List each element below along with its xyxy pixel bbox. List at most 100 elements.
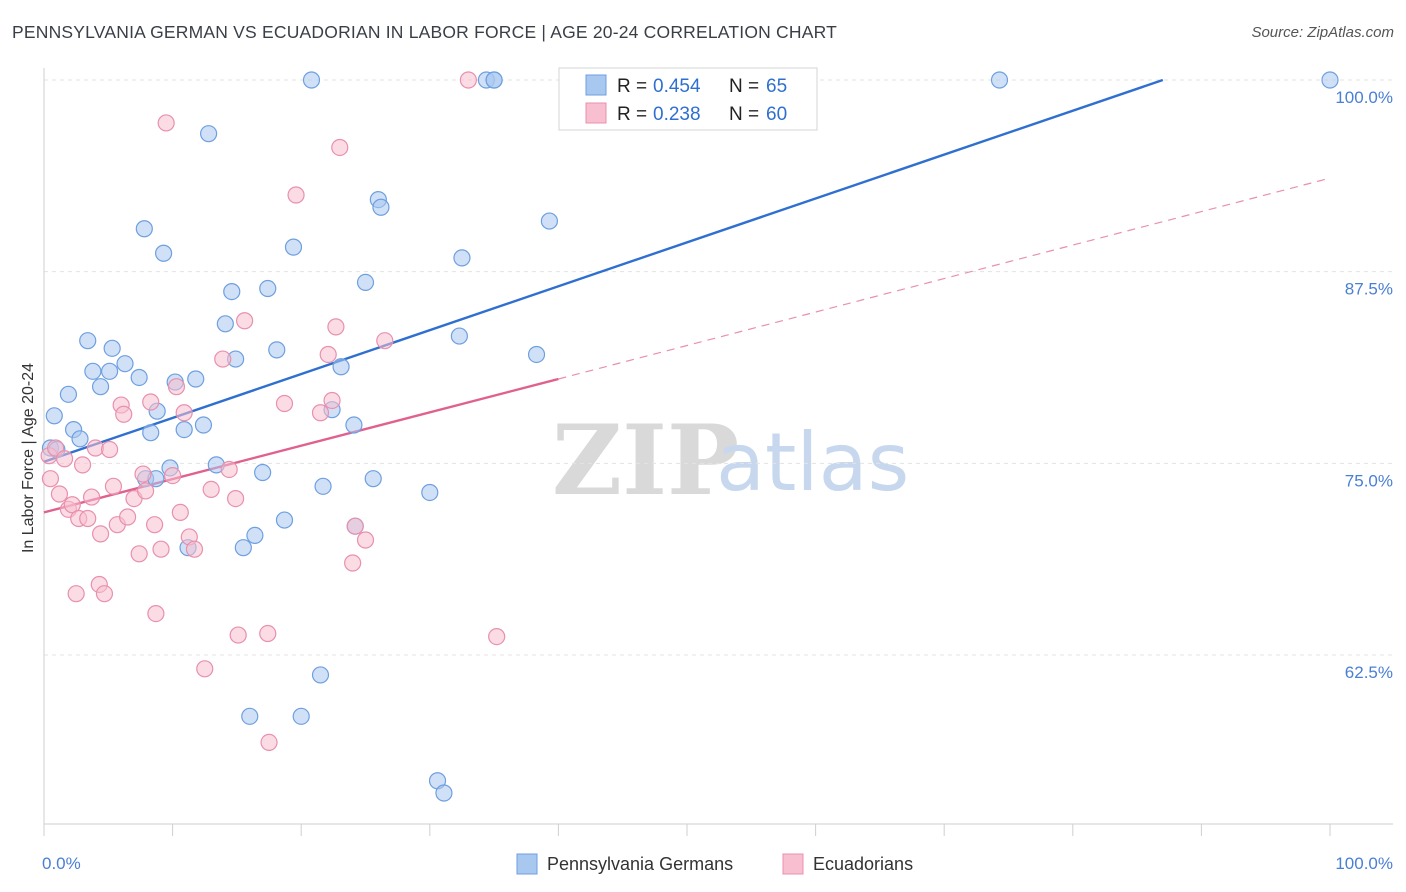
point-ecuadorians xyxy=(319,345,337,364)
x-tick-label-max: 100.0% xyxy=(1335,854,1393,873)
trend-line-ecuadorians xyxy=(43,377,559,514)
point-pennsylvania-germans xyxy=(540,212,558,230)
bottom-legend-swatch-pennsylvania-germans xyxy=(516,853,538,875)
trend-line-ecuadorians-extension xyxy=(558,177,1331,380)
point-ecuadorians xyxy=(115,405,133,423)
point-pennsylvania-germans xyxy=(268,341,286,359)
data-points xyxy=(40,71,1339,802)
point-pennsylvania-germans xyxy=(45,407,63,425)
y-tick-label: 100.0% xyxy=(1335,88,1393,107)
point-pennsylvania-germans xyxy=(364,470,382,488)
trend-line-pennsylvania-germans xyxy=(43,78,1164,463)
point-ecuadorians xyxy=(118,508,137,526)
point-ecuadorians xyxy=(55,450,74,468)
legend-swatch-pennsylvania-germans xyxy=(585,74,607,96)
point-pennsylvania-germans xyxy=(91,378,110,396)
point-pennsylvania-germans xyxy=(450,327,468,345)
y-axis-title: In Labor Force | Age 20-24 xyxy=(20,363,37,553)
point-ecuadorians xyxy=(229,626,247,644)
point-ecuadorians xyxy=(459,71,477,89)
legend: R = 0.454 N = 65 R = 0.238 N = 60 xyxy=(558,67,818,131)
point-ecuadorians xyxy=(100,440,119,459)
point-pennsylvania-germans xyxy=(142,424,160,442)
trend-lines xyxy=(43,78,1331,514)
point-pennsylvania-germans xyxy=(200,125,218,143)
point-ecuadorians xyxy=(356,531,375,549)
point-ecuadorians xyxy=(488,627,506,646)
point-pennsylvania-germans xyxy=(100,362,119,380)
point-ecuadorians xyxy=(142,393,160,411)
point-ecuadorians xyxy=(175,404,193,422)
point-pennsylvania-germans xyxy=(453,249,471,267)
legend-r-value-1: 0.454 xyxy=(653,76,701,97)
point-ecuadorians xyxy=(327,318,345,336)
point-pennsylvania-germans xyxy=(246,526,264,545)
point-ecuadorians xyxy=(167,378,186,396)
point-pennsylvania-germans xyxy=(435,784,453,802)
point-ecuadorians xyxy=(67,585,85,603)
point-pennsylvania-germans xyxy=(311,666,330,684)
point-ecuadorians xyxy=(214,350,232,368)
point-ecuadorians xyxy=(82,488,101,506)
point-pennsylvania-germans xyxy=(71,430,89,448)
point-pennsylvania-germans xyxy=(275,511,294,529)
point-ecuadorians xyxy=(41,470,60,488)
point-pennsylvania-germans xyxy=(1321,71,1339,89)
point-ecuadorians xyxy=(311,404,330,422)
point-ecuadorians xyxy=(220,460,238,479)
point-pennsylvania-germans xyxy=(84,362,102,380)
point-ecuadorians xyxy=(236,312,254,330)
point-pennsylvania-germans xyxy=(990,71,1009,89)
point-ecuadorians xyxy=(91,525,110,543)
point-ecuadorians xyxy=(344,554,362,572)
point-ecuadorians xyxy=(227,490,245,508)
watermark-zip: ZIP xyxy=(552,404,739,517)
gridlines: 100.0% 87.5% 75.0% 62.5% xyxy=(44,79,1393,682)
point-pennsylvania-germans xyxy=(356,273,375,291)
bottom-legend-swatch-ecuadorians xyxy=(782,853,804,875)
legend-n-label-2: N = xyxy=(729,104,759,125)
source-credit: Source: ZipAtlas.com xyxy=(1251,24,1394,41)
point-ecuadorians xyxy=(147,604,165,623)
point-pennsylvania-germans xyxy=(103,339,121,357)
point-ecuadorians xyxy=(164,467,182,485)
point-pennsylvania-germans xyxy=(135,220,153,238)
point-ecuadorians xyxy=(136,482,155,500)
point-pennsylvania-germans xyxy=(154,244,173,262)
point-pennsylvania-germans xyxy=(485,71,503,89)
legend-n-value-2: 60 xyxy=(766,104,787,125)
legend-n-label-1: N = xyxy=(729,76,759,97)
legend-swatch-ecuadorians xyxy=(585,102,607,124)
point-pennsylvania-germans xyxy=(421,483,439,502)
point-ecuadorians xyxy=(152,540,170,558)
point-ecuadorians xyxy=(346,517,364,535)
point-ecuadorians xyxy=(130,545,148,563)
point-pennsylvania-germans xyxy=(332,358,350,376)
point-ecuadorians xyxy=(171,503,189,522)
point-pennsylvania-germans xyxy=(175,421,193,439)
point-pennsylvania-germans xyxy=(187,370,205,388)
chart-title: PENNSYLVANIA GERMAN VS ECUADORIAN IN LAB… xyxy=(12,22,838,42)
point-pennsylvania-germans xyxy=(130,368,148,387)
point-pennsylvania-germans xyxy=(234,539,252,557)
point-ecuadorians xyxy=(145,516,164,534)
point-pennsylvania-germans xyxy=(314,477,332,495)
point-ecuadorians xyxy=(202,480,220,498)
point-pennsylvania-germans xyxy=(527,345,546,364)
point-pennsylvania-germans xyxy=(223,283,241,301)
point-pennsylvania-germans xyxy=(372,198,390,216)
point-ecuadorians xyxy=(86,439,105,457)
point-ecuadorians xyxy=(275,394,294,413)
point-ecuadorians xyxy=(157,114,175,132)
point-ecuadorians xyxy=(185,540,204,558)
point-ecuadorians xyxy=(50,485,69,503)
point-ecuadorians xyxy=(287,186,305,204)
y-tick-label: 75.0% xyxy=(1345,471,1393,490)
point-ecuadorians xyxy=(73,456,92,474)
legend-r-label-1: R = xyxy=(617,76,647,97)
point-pennsylvania-germans xyxy=(194,416,213,434)
point-pennsylvania-germans xyxy=(216,315,234,333)
point-pennsylvania-germans xyxy=(345,416,363,434)
point-ecuadorians xyxy=(95,585,114,603)
